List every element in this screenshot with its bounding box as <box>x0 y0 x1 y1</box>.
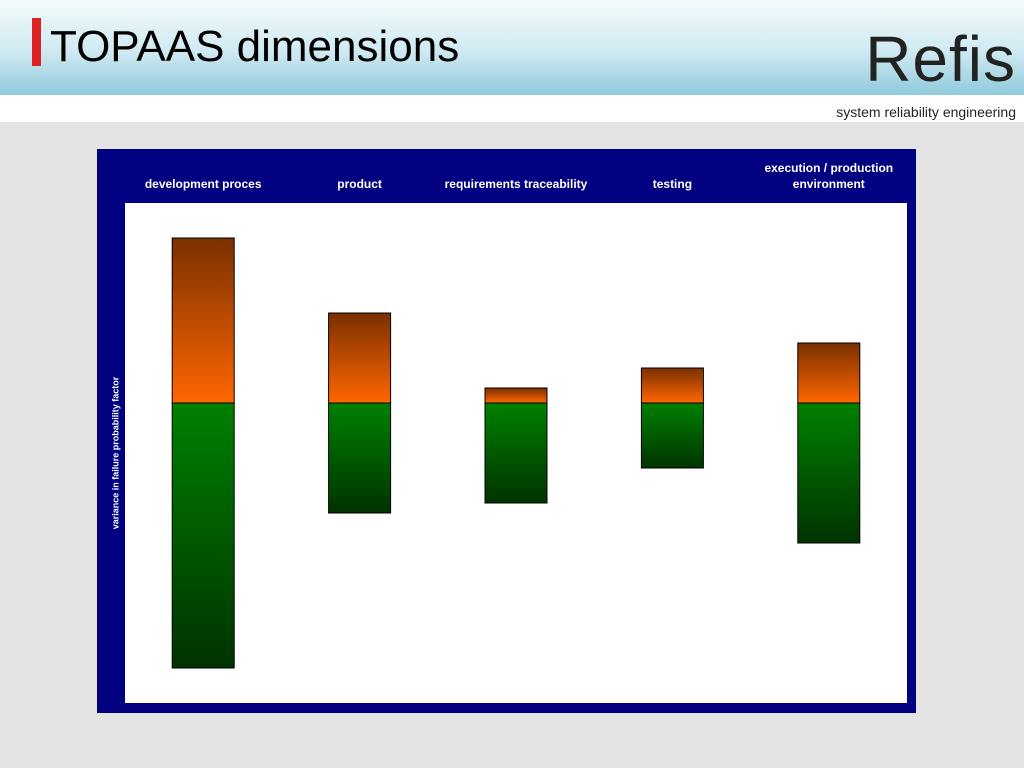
bar-segment <box>328 402 392 514</box>
bar-segment <box>171 237 235 404</box>
title-marker <box>32 18 41 66</box>
category-label: requirements traceability <box>444 177 588 191</box>
category-label: development proces <box>144 177 262 191</box>
bar-segment <box>484 402 548 504</box>
header-strip <box>0 95 1024 122</box>
bar-segment <box>797 402 861 544</box>
bar-segment <box>484 387 548 404</box>
bar-segment <box>797 342 861 404</box>
bar-segment <box>640 367 704 404</box>
category-label: product <box>337 177 382 191</box>
header-band <box>0 0 1024 95</box>
bar-segment <box>171 402 235 669</box>
bar-segment <box>328 312 392 404</box>
slide-title: TOPAAS dimensions <box>50 22 460 71</box>
category-label: execution / production environment <box>764 161 894 191</box>
logo: Refis <box>865 23 1016 95</box>
tagline: system reliability engineering <box>836 104 1016 120</box>
y-axis-label: variance in failure probability factor <box>110 376 120 529</box>
category-label: testing <box>652 177 693 191</box>
bar-segment <box>640 402 704 469</box>
